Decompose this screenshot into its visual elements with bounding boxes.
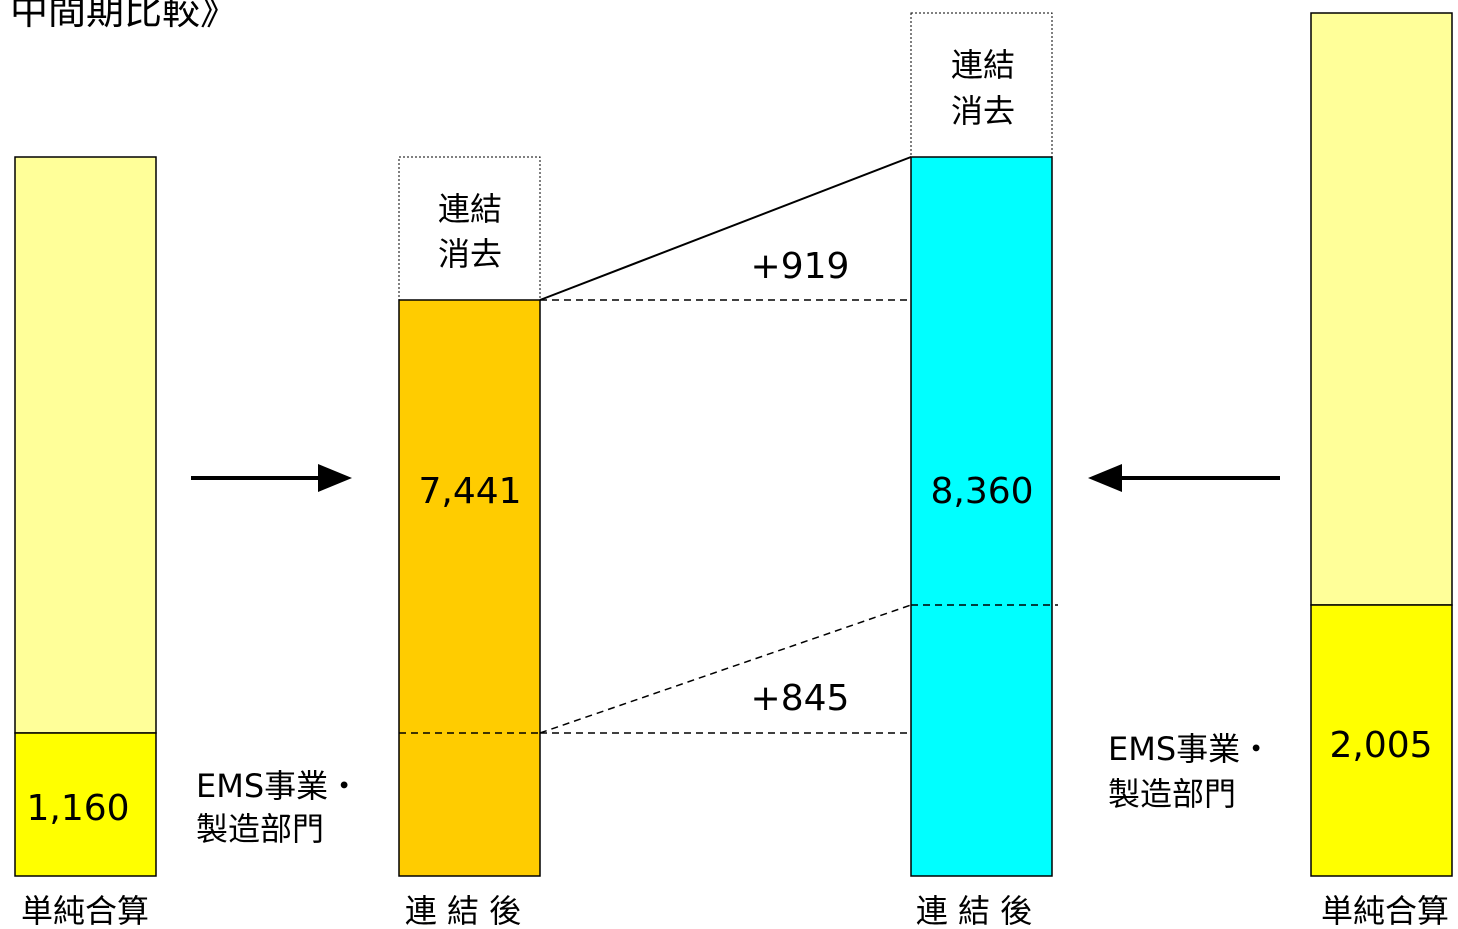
left-consolidated-value: 7,441 — [418, 471, 521, 512]
right-simple-sum-upper — [1310, 12, 1453, 606]
left-segment-label-line1: EMS事業・ — [196, 767, 360, 805]
arrow-right-icon — [191, 464, 352, 492]
arrow-left-icon — [1088, 464, 1280, 492]
left-simple-caption: 単純合算 — [21, 892, 149, 929]
left-simple-sum-segment — [14, 732, 157, 877]
left-segment-value: 1,160 — [26, 788, 129, 829]
segment-connector-diagonal — [539, 604, 912, 734]
right-segment-label-line2: 製造部門 — [1108, 775, 1236, 813]
left-consolidated-caption: 連 結 後 — [405, 892, 521, 929]
right-segment-label-line1: EMS事業・ — [1108, 730, 1272, 768]
right-elimination-box — [910, 12, 1053, 158]
right-consolidated-caption: 連 結 後 — [916, 892, 1032, 929]
page-title: 中間期比較》 — [10, 0, 238, 33]
diff-segment-value: +845 — [751, 678, 850, 719]
left-elimination-label-line2: 消去 — [438, 235, 502, 273]
left-elimination-box — [398, 156, 541, 301]
left-simple-sum-upper — [14, 156, 157, 734]
right-consolidated-value: 8,360 — [930, 471, 1033, 512]
total-connector-solid — [539, 156, 912, 301]
diff-total-value: +919 — [751, 246, 850, 287]
left-elimination-label-line1: 連結 — [438, 190, 502, 228]
right-elimination-label-line2: 消去 — [951, 92, 1015, 130]
left-segment-label-line2: 製造部門 — [196, 810, 324, 848]
left-consolidated-bar — [398, 299, 541, 877]
right-elimination-label-line1: 連結 — [951, 46, 1015, 84]
right-simple-sum-segment — [1310, 604, 1453, 877]
right-consolidated-bar — [910, 156, 1053, 877]
right-segment-value: 2,005 — [1329, 725, 1432, 766]
right-simple-caption: 単純合算 — [1321, 892, 1449, 929]
